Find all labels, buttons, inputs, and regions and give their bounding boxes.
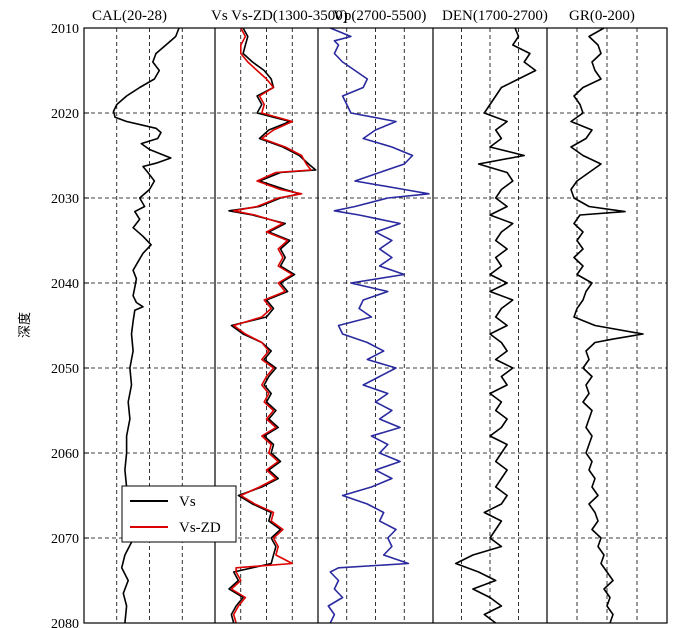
y-tick-label: 2050 xyxy=(51,362,79,377)
y-tick-label: 2060 xyxy=(51,447,79,462)
series-line-vs xyxy=(228,27,317,624)
series-line-gr xyxy=(570,27,644,624)
series-line-vs-zd xyxy=(230,27,312,624)
y-tick-label: 2040 xyxy=(51,277,79,292)
y-tick-label: 2080 xyxy=(51,617,79,628)
legend-label-vs: Vs xyxy=(179,494,196,510)
plot-frame xyxy=(83,27,668,624)
track-title: GR(0-200) xyxy=(569,8,635,24)
y-tick-label: 2070 xyxy=(51,532,79,547)
y-tick-label: 2030 xyxy=(51,192,79,207)
legend-box xyxy=(121,485,237,543)
y-tick-label: 2020 xyxy=(51,107,79,122)
track-title: Vp(2700-5500) xyxy=(333,8,426,24)
series-line-den xyxy=(454,27,537,624)
track-title: DEN(1700-2700) xyxy=(442,8,548,24)
legend-label-vs-zd: Vs-ZD xyxy=(179,520,221,536)
track-title: Vs Vs-ZD(1300-3500) xyxy=(211,8,348,24)
y-axis-label: 深度 xyxy=(17,312,33,338)
y-tick-label: 2010 xyxy=(51,22,79,37)
track-title: CAL(20-28) xyxy=(92,8,167,24)
series-line-vp xyxy=(327,27,430,624)
